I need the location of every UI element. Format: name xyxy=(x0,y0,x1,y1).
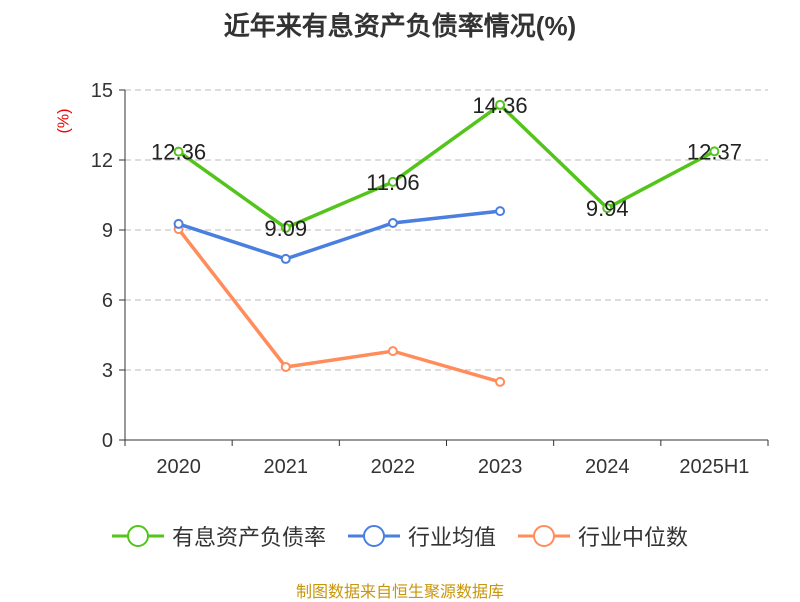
chart-title: 近年来有息资产负债率情况(%) xyxy=(223,11,577,41)
data-label: 11.06 xyxy=(366,170,419,195)
data-point xyxy=(173,146,184,157)
x-tick-label: 2024 xyxy=(585,456,630,478)
legend-marker-icon xyxy=(347,525,400,547)
data-label: 12.36 xyxy=(151,140,206,165)
data-point xyxy=(495,99,506,110)
legend-item[interactable]: 行业均值 xyxy=(347,520,496,552)
x-tick-label: 2021 xyxy=(264,456,309,478)
y-tick-label: 6 xyxy=(102,290,113,312)
y-tick-label: 3 xyxy=(102,360,113,382)
data-point xyxy=(495,376,506,387)
legend-label: 行业均值 xyxy=(407,525,496,550)
legend-item[interactable]: 有息资产负债率 xyxy=(111,520,326,552)
data-label: 14.36 xyxy=(473,93,528,118)
y-tick-label: 15 xyxy=(91,80,113,102)
y-tick-label: 0 xyxy=(102,430,113,452)
y-tick-label: 9 xyxy=(102,220,113,242)
x-tick-label: 2025H1 xyxy=(679,456,749,478)
data-point xyxy=(709,146,720,157)
data-point xyxy=(173,218,184,229)
legend-item[interactable]: 行业中位数 xyxy=(518,520,688,552)
data-label: 9.94 xyxy=(586,196,629,221)
x-tick-label: 2020 xyxy=(156,456,201,478)
y-tick-label: 12 xyxy=(91,150,113,172)
data-point xyxy=(602,203,613,214)
x-tick-label: 2023 xyxy=(478,456,523,478)
series-line xyxy=(178,209,501,261)
data-point xyxy=(387,176,398,187)
data-point xyxy=(495,206,506,217)
data-point xyxy=(280,253,291,264)
legend-label: 行业中位数 xyxy=(578,525,689,550)
data-point xyxy=(280,361,291,372)
legend: 有息资产负债率 行业均值 行业中位数 xyxy=(0,520,800,552)
data-point xyxy=(387,218,398,228)
series-line xyxy=(177,227,501,384)
legend-marker-icon xyxy=(518,525,570,547)
source-note: 制图数据来自恒生聚源数据库 xyxy=(295,584,504,601)
legend-marker-icon xyxy=(111,525,164,547)
series-line xyxy=(177,102,716,230)
x-tick-label: 2022 xyxy=(371,456,416,478)
data-label: 9.09 xyxy=(264,216,307,241)
data-point xyxy=(280,222,291,233)
data-point xyxy=(387,346,398,357)
legend-label: 有息资产负债率 xyxy=(171,525,326,550)
data-label: 12.37 xyxy=(687,139,742,164)
